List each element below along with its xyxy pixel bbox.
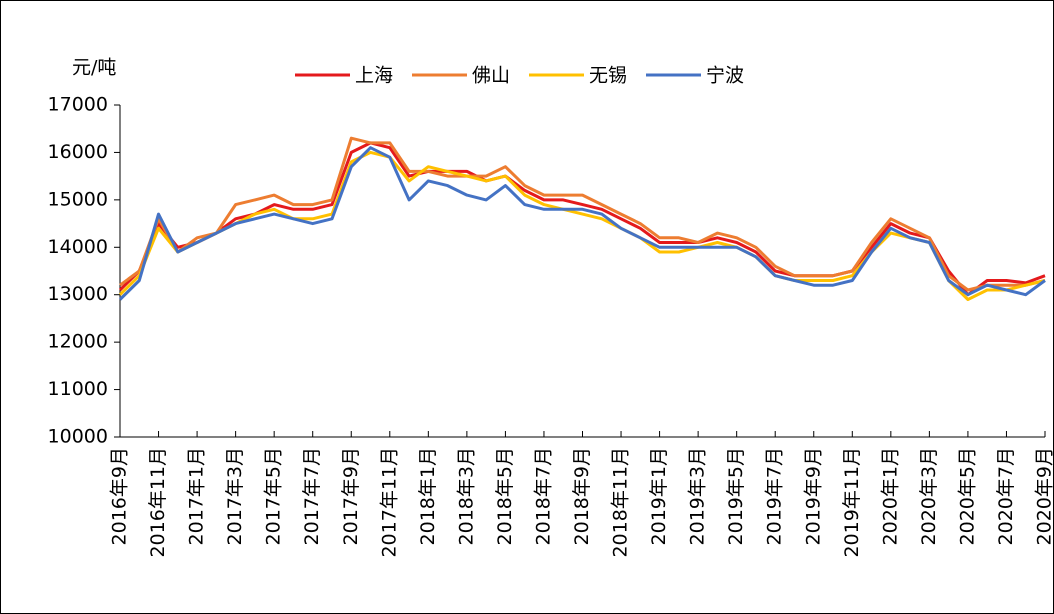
x-tick-label: 2019年1月 xyxy=(648,447,670,545)
x-tick-label: 2019年5月 xyxy=(725,447,747,545)
x-tick-label: 2018年5月 xyxy=(494,447,516,545)
y-tick-label: 15000 xyxy=(48,188,108,210)
y-tick-label: 10000 xyxy=(48,426,108,448)
x-tick-label: 2016年11月 xyxy=(147,447,169,558)
y-tick-label: 13000 xyxy=(48,283,108,305)
series-line xyxy=(119,136,1046,292)
y-tick-label: 16000 xyxy=(48,141,108,163)
x-tick-label: 2018年1月 xyxy=(417,447,439,545)
x-tick-label: 2017年1月 xyxy=(186,447,208,545)
x-tick-label: 2016年9月 xyxy=(109,447,131,545)
x-tick-label: 2019年11月 xyxy=(841,447,863,558)
y-tick-label: 17000 xyxy=(48,94,108,116)
x-tick-label: 2020年9月 xyxy=(1034,447,1054,545)
x-tick-label: 2017年9月 xyxy=(340,447,362,545)
x-tick-label: 2020年1月 xyxy=(879,447,901,545)
x-tick-label: 2019年7月 xyxy=(764,447,786,545)
x-tick-label: 2017年3月 xyxy=(224,447,246,545)
x-tick-label: 2020年3月 xyxy=(918,447,940,545)
legend-label: 上海 xyxy=(355,65,393,87)
x-tick-label: 2017年7月 xyxy=(301,447,323,545)
x-tick-label: 2018年7月 xyxy=(532,447,554,545)
series-line xyxy=(118,146,1046,301)
y-tick-label: 12000 xyxy=(48,331,108,353)
series-line xyxy=(118,150,1046,301)
y-tick-label: 14000 xyxy=(48,236,108,258)
series-line xyxy=(118,141,1046,297)
x-tick-label: 2018年3月 xyxy=(455,447,477,545)
legend-label: 宁波 xyxy=(706,65,744,87)
x-tick-label: 2020年7月 xyxy=(995,447,1017,545)
x-tick-label: 2018年9月 xyxy=(571,447,593,545)
legend-label: 无锡 xyxy=(589,65,627,87)
y-tick-label: 11000 xyxy=(48,378,108,400)
y-axis-title: 元/吨 xyxy=(72,57,116,79)
x-tick-label: 2019年9月 xyxy=(802,447,824,545)
x-tick-label: 2019年3月 xyxy=(687,447,709,545)
x-tick-label: 2020年5月 xyxy=(956,447,978,545)
legend-label: 佛山 xyxy=(472,65,510,87)
x-tick-label: 2017年11月 xyxy=(378,447,400,558)
x-tick-label: 2017年5月 xyxy=(263,447,285,545)
x-tick-label: 2018年11月 xyxy=(610,447,632,558)
